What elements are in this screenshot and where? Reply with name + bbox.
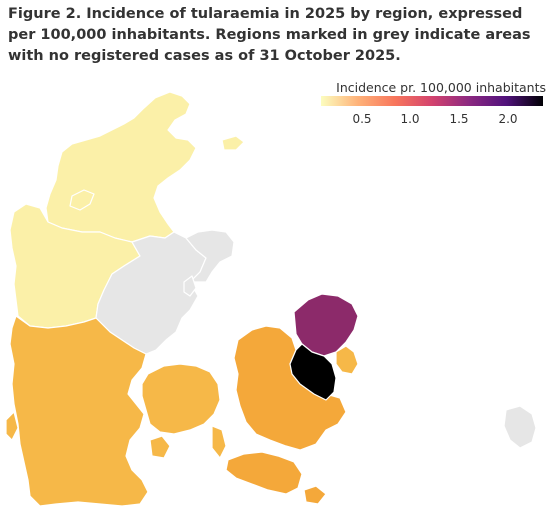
region-mon-island[interactable] (303, 485, 327, 505)
region-funen[interactable] (141, 363, 221, 435)
legend-tick (508, 106, 509, 111)
region-laeso-island[interactable] (221, 135, 245, 151)
region-langeland[interactable] (211, 425, 227, 459)
region-djursland-no-cases[interactable] (185, 229, 235, 283)
legend-tick-label: 1.0 (400, 112, 420, 126)
color-legend: Incidence pr. 100,000 inhabitants 0.5 1.… (318, 80, 546, 130)
region-south-jutland[interactable] (9, 315, 149, 507)
region-greater-copenhagen[interactable] (289, 343, 337, 401)
legend-tick-label: 2.0 (498, 112, 518, 126)
region-north-jutland[interactable] (45, 91, 197, 243)
legend-tick (362, 106, 363, 111)
region-als-island[interactable] (149, 435, 171, 459)
region-amager[interactable] (335, 345, 359, 375)
legend-title: Incidence pr. 100,000 inhabitants (336, 80, 546, 95)
legend-tick-label: 0.5 (352, 112, 372, 126)
region-fano-island[interactable] (5, 411, 19, 441)
region-mors-island[interactable] (69, 189, 95, 211)
figure-title: Figure 2. Incidence of tularaemia in 202… (8, 6, 531, 64)
legend-tick (410, 106, 411, 111)
legend-color-bar (321, 96, 543, 106)
legend-tick (459, 106, 460, 111)
region-bornholm-no-cases[interactable] (503, 405, 537, 449)
region-lolland-falster[interactable] (225, 451, 303, 495)
region-zealand[interactable] (233, 325, 347, 451)
region-samso-no-cases[interactable] (183, 275, 197, 297)
legend-tick-label: 1.5 (449, 112, 469, 126)
